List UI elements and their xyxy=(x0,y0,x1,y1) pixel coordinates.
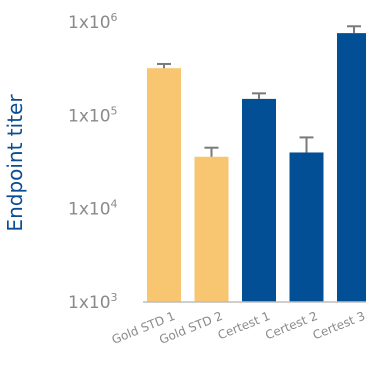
bar-gold-std-1 xyxy=(147,68,181,302)
x-tick-label: Certest 2 xyxy=(263,309,319,343)
y-tick-label: 1x105 xyxy=(68,104,118,126)
bar-certest-3 xyxy=(337,33,366,303)
bar-certest-1 xyxy=(242,98,276,302)
y-axis-label: Endpoint titer xyxy=(3,94,27,232)
bars xyxy=(147,33,366,303)
bar-certest-2 xyxy=(289,152,324,302)
bar-gold-std-2 xyxy=(194,156,229,302)
error-bars xyxy=(157,25,361,157)
y-axis-ticks: 1x103 1x104 1x105 1x106 xyxy=(68,11,118,313)
x-tick-label: Certest 1 xyxy=(216,309,272,343)
y-tick-label: 1x104 xyxy=(68,198,118,220)
x-tick-label: Certest 3 xyxy=(311,309,366,343)
y-tick-label: 1x103 xyxy=(68,291,118,313)
y-tick-label: 1x106 xyxy=(68,11,118,33)
